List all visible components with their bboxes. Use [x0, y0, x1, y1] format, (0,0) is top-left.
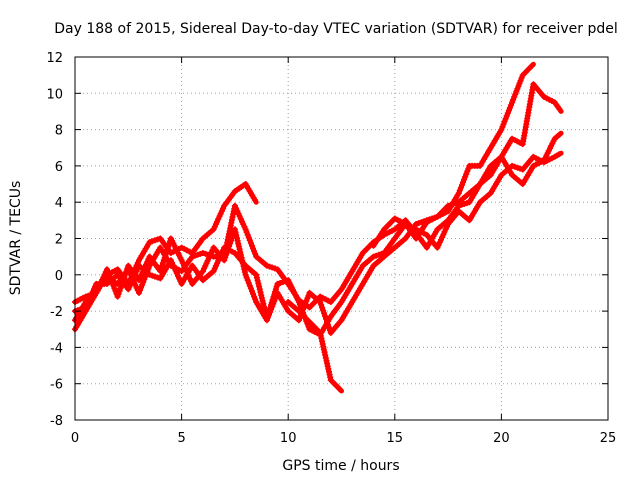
data-point-marker: [556, 151, 562, 158]
y-tick-label: 12: [46, 51, 63, 66]
data-point-marker: [223, 251, 230, 258]
y-tick-label: 10: [46, 87, 63, 102]
data-point-marker: [165, 243, 172, 250]
x-tick-label: 25: [600, 431, 617, 446]
data-point-marker: [264, 314, 271, 321]
y-tick-label: 2: [55, 233, 63, 248]
y-tick-label: 6: [55, 160, 63, 175]
chart-title: Day 188 of 2015, Sidereal Day-to-day VTE…: [54, 21, 618, 37]
data-point-marker: [227, 240, 234, 247]
data-point-marker: [463, 171, 470, 178]
data-point-marker: [115, 290, 122, 297]
grid-lines: [75, 57, 608, 420]
data-point-marker: [119, 279, 126, 286]
data-point-marker: [254, 277, 261, 284]
y-tick-label: -2: [50, 305, 63, 320]
x-tick-label: 10: [280, 431, 297, 446]
data-point-marker: [323, 315, 329, 322]
data-point-marker: [244, 277, 251, 284]
data-point-marker: [321, 310, 328, 317]
data-point-marker: [122, 271, 129, 278]
data-point-marker: [161, 254, 168, 261]
data-point-marker: [221, 257, 228, 264]
data-point-marker: [324, 321, 331, 328]
data-point-marker: [296, 301, 303, 308]
x-tick-label: 15: [387, 431, 404, 446]
data-point-marker: [510, 96, 517, 103]
data-point-marker: [556, 132, 562, 138]
data-point-marker: [320, 307, 327, 314]
data-point-marker: [305, 292, 312, 299]
data-point-marker: [108, 277, 115, 284]
data-point-marker: [319, 304, 326, 311]
x-tick-label: 0: [71, 431, 79, 446]
data-point-marker: [296, 314, 303, 321]
data-series: [72, 61, 564, 394]
series-track-1: [72, 61, 536, 394]
y-tick-label: -6: [50, 378, 63, 393]
data-point-marker: [224, 248, 231, 255]
x-tick-label: 20: [493, 431, 510, 446]
data-point-marker: [228, 237, 234, 244]
data-point-marker: [317, 299, 324, 305]
data-point-marker: [243, 229, 250, 236]
y-tick-label: 0: [55, 269, 63, 284]
data-point-marker: [222, 254, 229, 261]
series-line: [72, 61, 536, 394]
x-axis-label: GPS time / hours: [282, 458, 399, 474]
data-point-marker: [157, 268, 164, 275]
data-point-marker: [118, 282, 125, 289]
data-point-marker: [120, 276, 127, 283]
data-point-marker: [301, 303, 308, 310]
data-point-marker: [322, 313, 328, 320]
y-axis-label: SDTVAR / TECUs: [8, 181, 24, 296]
data-point-marker: [336, 386, 343, 393]
data-point-marker: [226, 243, 233, 250]
data-point-marker: [123, 268, 130, 275]
y-tick-label: 8: [55, 124, 63, 139]
axis-ticks: 0 5 10 15 20 25 -8 -6 -4 -2 0 2 4 6 8 10 12: [46, 51, 616, 446]
y-tick-label: -8: [50, 414, 63, 429]
data-point-marker: [514, 85, 521, 92]
data-point-marker: [504, 110, 511, 117]
data-point-marker: [117, 285, 124, 292]
series-track-3: [72, 150, 564, 338]
y-tick-label: -4: [50, 341, 63, 356]
data-point-marker: [324, 318, 330, 325]
data-point-marker: [305, 323, 312, 330]
series-track-4: [72, 130, 564, 336]
data-point-marker: [247, 240, 254, 246]
data-point-marker: [556, 106, 563, 113]
y-tick-label: 4: [55, 196, 63, 211]
x-tick-label: 5: [177, 431, 185, 446]
data-point-marker: [500, 121, 507, 128]
data-point-marker: [121, 273, 128, 280]
data-point-marker: [116, 288, 123, 294]
data-point-marker: [269, 303, 276, 310]
data-point-marker: [528, 63, 535, 70]
data-point-marker: [318, 301, 325, 308]
data-point-marker: [249, 288, 255, 295]
data-point-marker: [459, 182, 465, 188]
data-point-marker: [225, 246, 232, 253]
data-point-marker: [114, 293, 121, 300]
data-point-marker: [140, 279, 147, 286]
series-track-2: [72, 81, 564, 324]
data-point-marker: [325, 324, 332, 331]
data-point-marker: [251, 196, 258, 203]
